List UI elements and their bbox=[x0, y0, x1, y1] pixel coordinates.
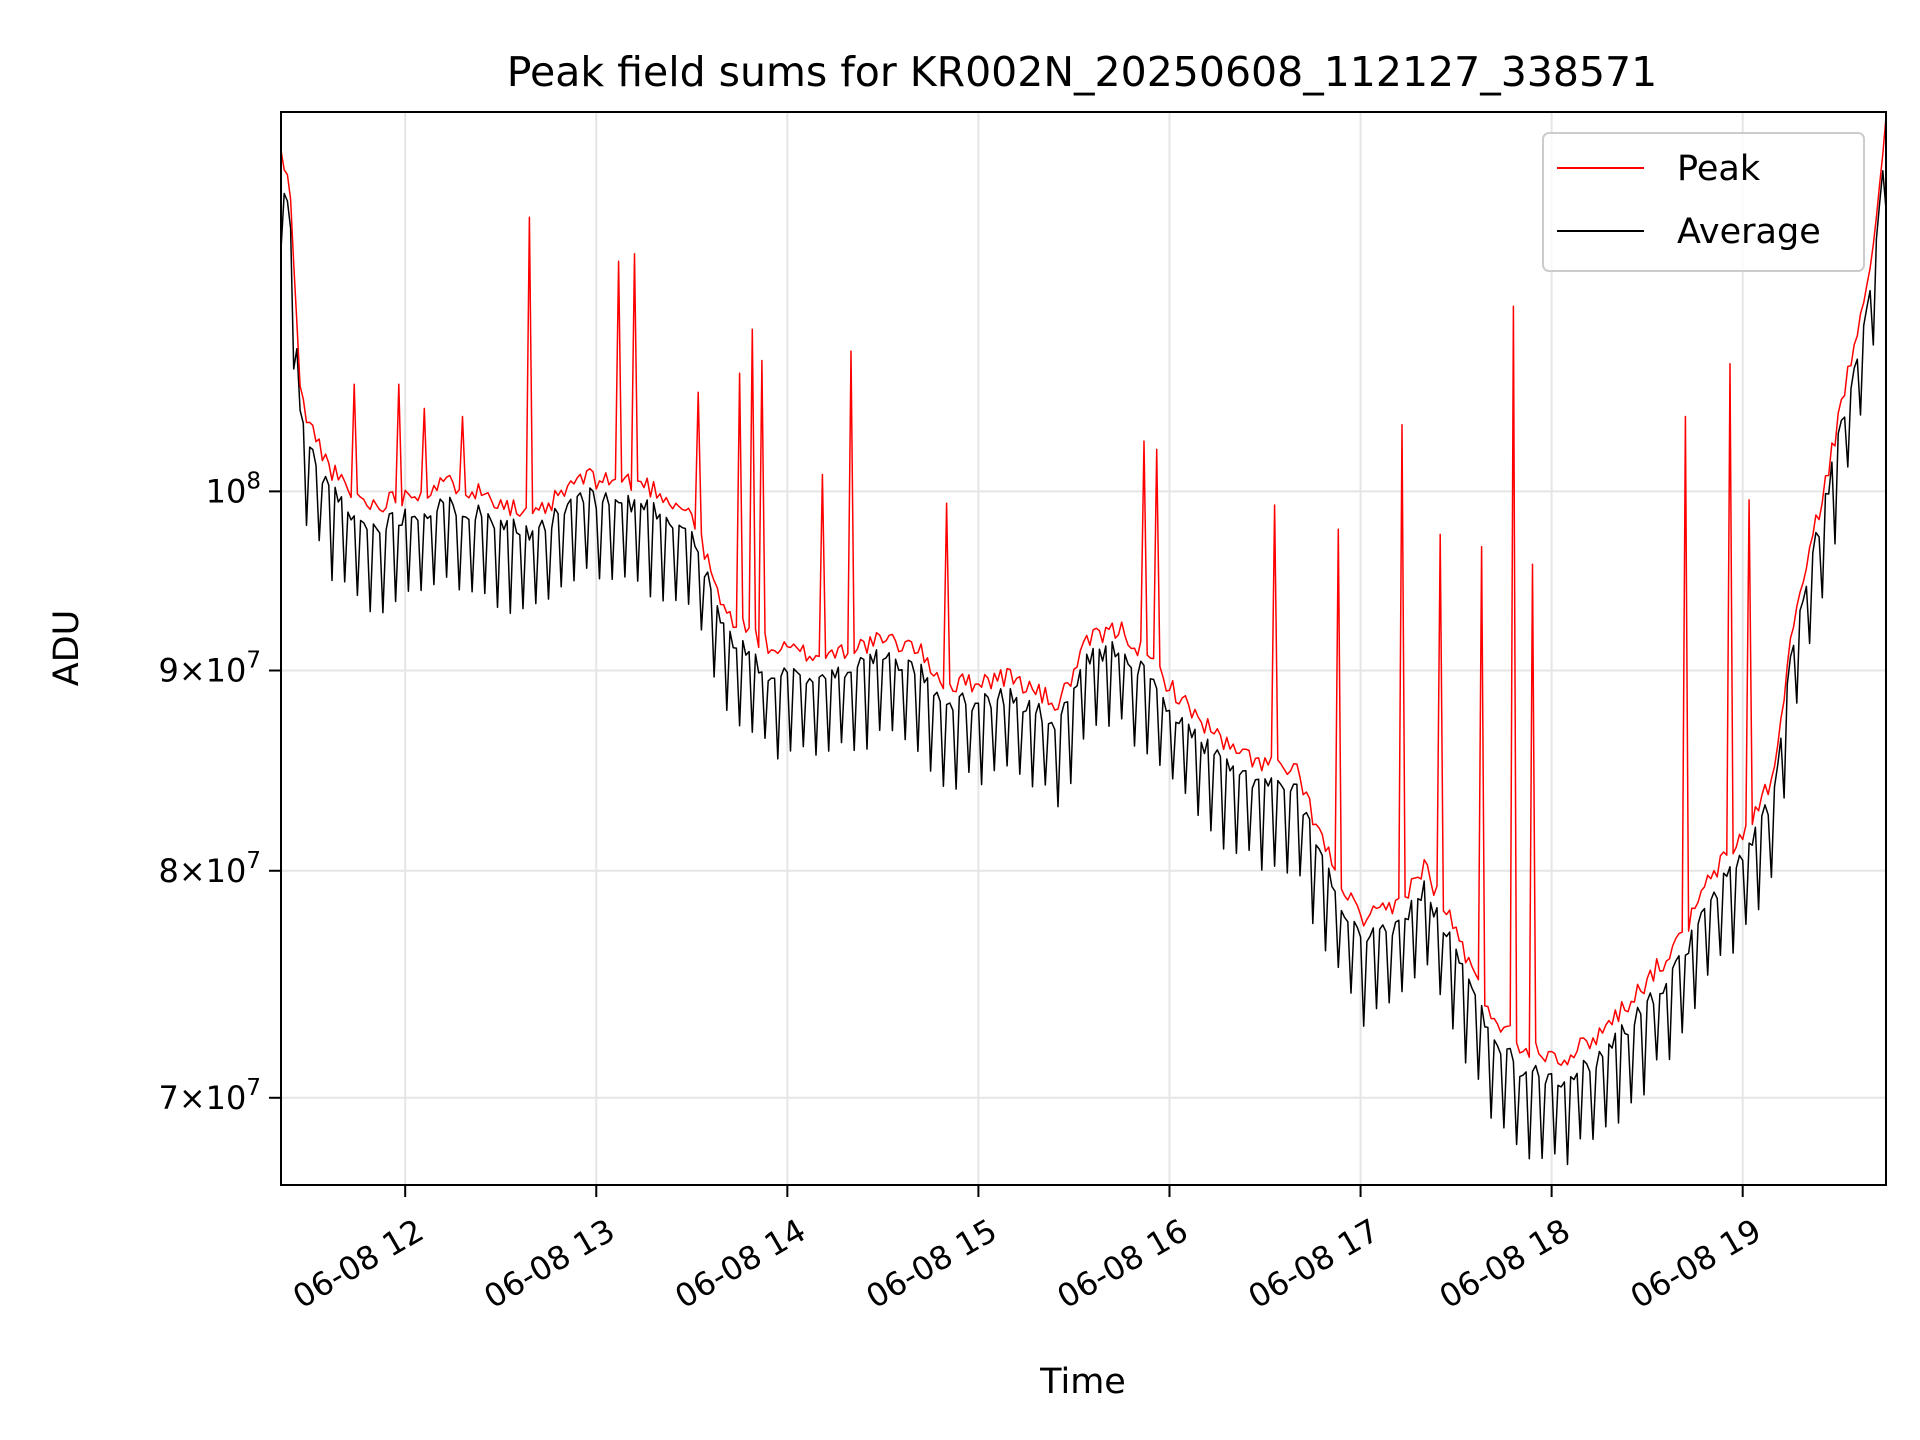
legend-label-peak: Peak bbox=[1677, 149, 1761, 189]
grid-lines bbox=[281, 112, 1886, 1185]
y-tick-label: 9×107 bbox=[158, 648, 261, 690]
chart-title: Peak field sums for KR002N_20250608_1121… bbox=[507, 48, 1657, 96]
x-axis-label: Time bbox=[1039, 1362, 1126, 1402]
series-line-average bbox=[281, 170, 1886, 1166]
y-axis-label: ADU bbox=[47, 610, 87, 687]
y-tick-label: 7×107 bbox=[158, 1075, 261, 1117]
series-layer bbox=[281, 117, 1886, 1166]
legend-label-average: Average bbox=[1677, 212, 1821, 252]
legend: Peak Average bbox=[1542, 132, 1865, 272]
y-tick-label: 8×107 bbox=[158, 848, 261, 890]
plot-area-frame bbox=[280, 111, 1887, 1186]
series-line-peak bbox=[281, 117, 1886, 1066]
